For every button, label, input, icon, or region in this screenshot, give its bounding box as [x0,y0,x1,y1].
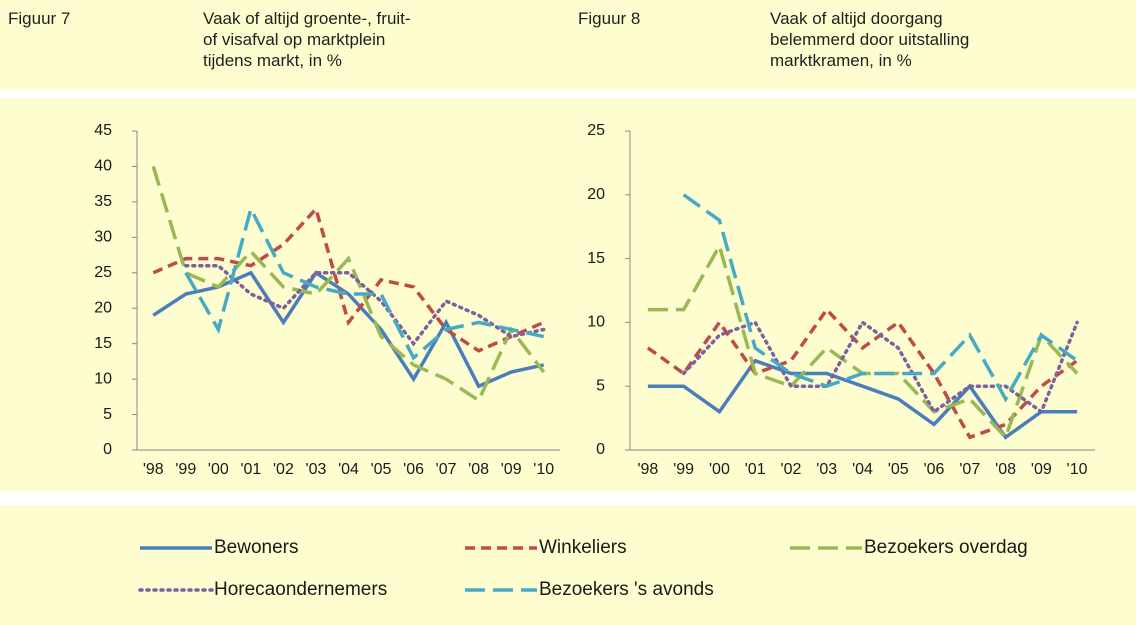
x-tick-label: '09 [1031,461,1052,478]
series-line [184,204,545,361]
x-tick-label: '98 [637,461,658,478]
y-tick-label: 10 [94,370,112,387]
legend-band [0,505,1136,625]
legend-label: Bezoekers 's avonds [539,579,714,600]
x-tick-label: '99 [673,461,694,478]
x-tick-label: '98 [143,461,164,478]
y-tick-label: 10 [587,314,605,331]
y-tick-label: 0 [103,441,112,458]
y-tick-label: 20 [587,186,605,203]
series-line [151,165,546,403]
y-tick-label: 20 [94,299,112,316]
figure-label: Figuur 8 [578,9,641,28]
series-line [152,270,545,389]
chart-title: Vaak of altijd doorgang belemmerd door u… [770,9,970,70]
x-tick-label: '02 [273,461,294,478]
x-tick-label: '08 [468,461,489,478]
y-tick-label: 30 [94,229,112,246]
series-line [647,358,1078,440]
x-tick-label: '04 [852,461,873,478]
y-tick-label: 5 [103,406,112,423]
x-tick-label: '05 [888,461,909,478]
figure-label: Figuur 7 [8,9,71,28]
x-tick-label: '01 [745,461,766,478]
legend-label: Winkeliers [539,537,627,558]
x-tick-label: '01 [240,461,261,478]
y-tick-label: 0 [596,441,605,458]
y-tick-label: 15 [587,250,605,267]
y-tick-label: 25 [94,264,112,281]
y-tick-label: 40 [94,158,112,175]
series-line [152,205,545,353]
legend-label: Horecaondernemers [214,579,387,600]
series-line [184,263,546,347]
x-tick-label: '03 [306,461,327,478]
x-tick-label: '08 [995,461,1016,478]
series-line [646,306,1079,440]
x-tick-label: '99 [175,461,196,478]
x-tick-label: '05 [371,461,392,478]
x-tick-label: '06 [403,461,424,478]
x-tick-label: '04 [338,461,359,478]
x-tick-label: '06 [924,461,945,478]
x-tick-label: '10 [533,461,554,478]
chart-title: Vaak of altijd groente-, fruit- of visaf… [203,9,411,70]
legend-label: Bewoners [214,537,299,558]
y-tick-label: 35 [94,193,112,210]
x-tick-label: '09 [501,461,522,478]
legend-label: Bezoekers overdag [864,537,1028,558]
y-tick-label: 5 [596,377,605,394]
x-tick-label: '00 [208,461,229,478]
y-tick-label: 45 [94,122,112,139]
y-tick-label: 15 [94,335,112,352]
y-tick-label: 25 [587,122,605,139]
x-tick-label: '03 [816,461,837,478]
header-band [0,0,1136,90]
x-tick-label: '07 [959,461,980,478]
x-tick-label: '07 [436,461,457,478]
x-tick-label: '10 [1067,461,1088,478]
x-tick-label: '02 [781,461,802,478]
series-line [682,193,1079,403]
x-tick-label: '00 [709,461,730,478]
